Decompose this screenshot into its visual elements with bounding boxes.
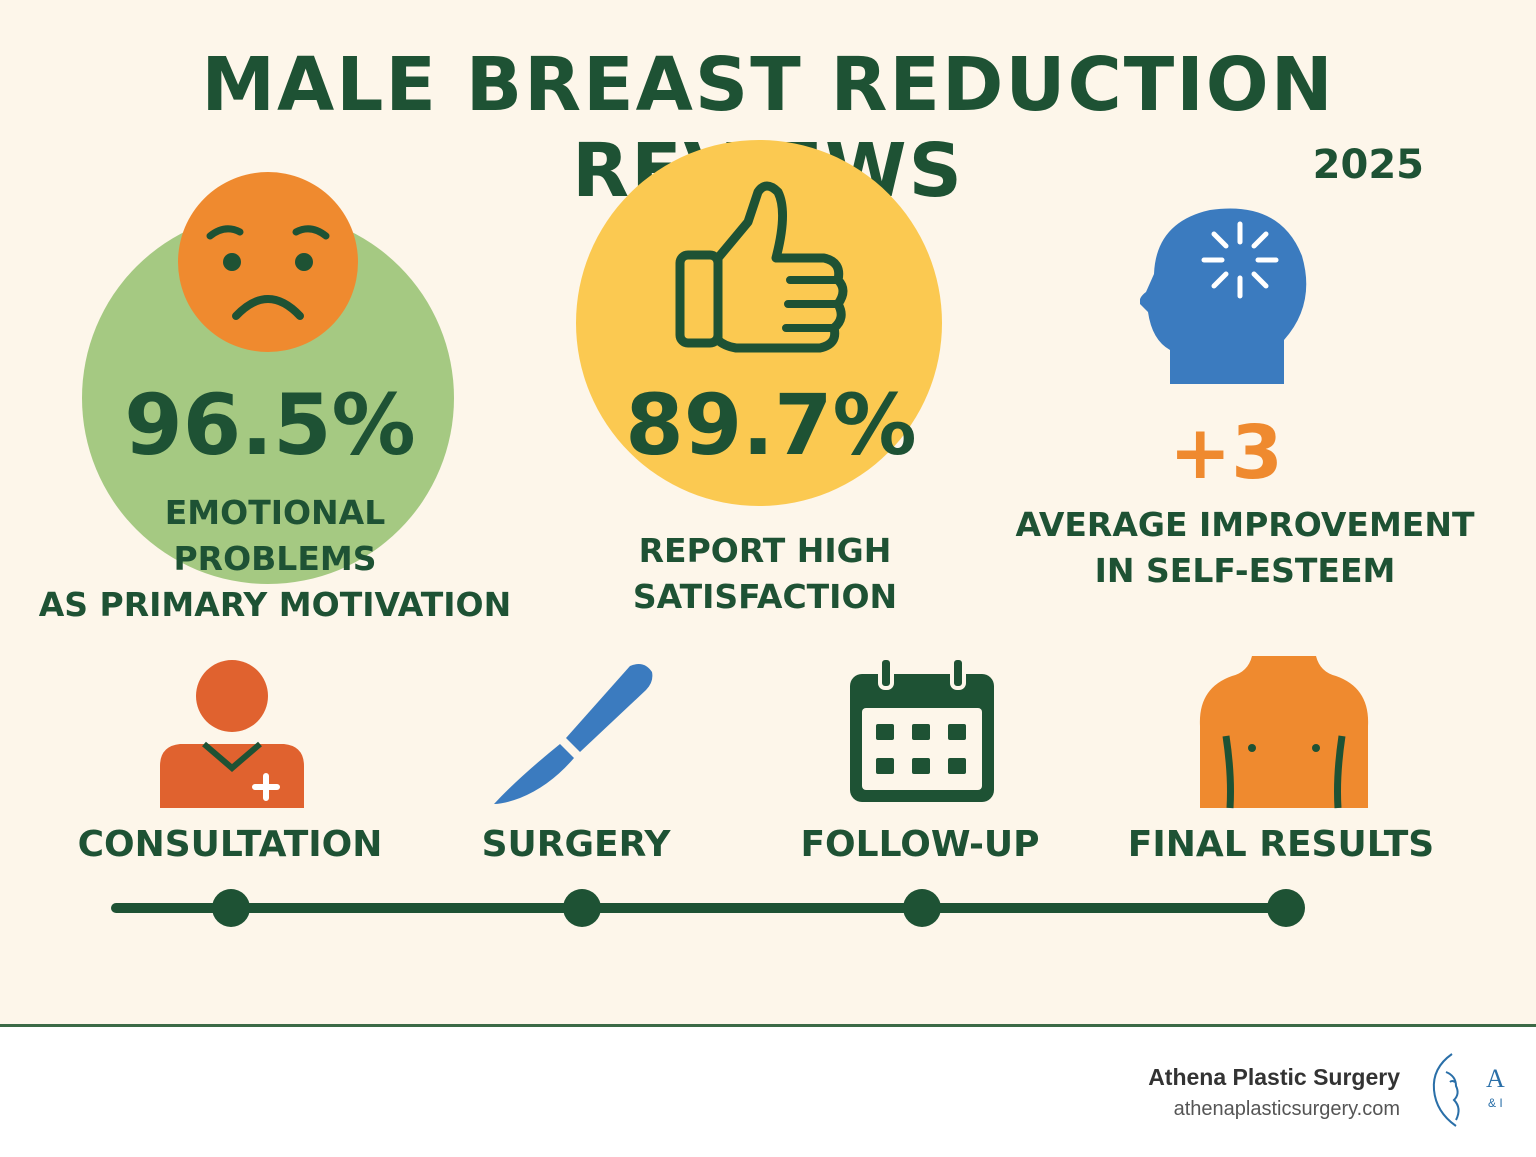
stat-label: EMOTIONAL PROBLEMS AS PRIMARY MOTIVATION bbox=[20, 490, 530, 628]
stat-label-line: EMOTIONAL bbox=[164, 493, 386, 532]
logo-letter: A bbox=[1486, 1064, 1505, 1093]
torso-icon bbox=[1199, 656, 1369, 809]
timeline-step-label: SURGERY bbox=[481, 824, 671, 865]
stat-label: AVERAGE IMPROVEMENT IN SELF-ESTEEM bbox=[990, 502, 1500, 594]
timeline-dot bbox=[1267, 889, 1305, 927]
timeline-dot bbox=[212, 889, 250, 927]
stat-value: +3 bbox=[1169, 410, 1283, 496]
brand-name: Athena Plastic Surgery bbox=[1148, 1064, 1400, 1090]
timeline-step-label: FINAL RESULTS bbox=[1127, 824, 1435, 865]
calendar-icon bbox=[850, 658, 994, 802]
stat-label-line: PROBLEMS bbox=[173, 539, 377, 578]
logo-subtext: & I bbox=[1488, 1096, 1503, 1110]
timeline-line bbox=[111, 889, 1305, 927]
athena-logo-icon bbox=[1432, 1053, 1460, 1127]
stat-label-line: AS PRIMARY MOTIVATION bbox=[38, 585, 512, 624]
stat-label-line: IN SELF-ESTEEM bbox=[1094, 551, 1396, 590]
thumbs-up-icon bbox=[576, 140, 942, 506]
stat-label-line: SATISFACTION bbox=[632, 577, 898, 616]
head-brain-icon bbox=[1140, 208, 1307, 384]
stat-value: 89.7% bbox=[625, 376, 917, 474]
sad-face-icon bbox=[82, 172, 454, 584]
timeline-step-label: CONSULTATION bbox=[77, 824, 383, 865]
stat-label-line: AVERAGE IMPROVEMENT bbox=[1015, 505, 1475, 544]
doctor-icon bbox=[160, 660, 304, 808]
footer bbox=[0, 1024, 1536, 1157]
timeline-step-label: FOLLOW-UP bbox=[800, 824, 1040, 865]
timeline-dot bbox=[903, 889, 941, 927]
stat-label-line: REPORT HIGH bbox=[638, 531, 892, 570]
brand-url: athenaplasticsurgery.com bbox=[1173, 1098, 1400, 1120]
timeline-dot bbox=[563, 889, 601, 927]
year-label: 2025 bbox=[1312, 142, 1424, 188]
scalpel-icon bbox=[494, 664, 653, 804]
stat-label: REPORT HIGH SATISFACTION bbox=[560, 528, 970, 620]
stat-value: 96.5% bbox=[124, 376, 416, 474]
